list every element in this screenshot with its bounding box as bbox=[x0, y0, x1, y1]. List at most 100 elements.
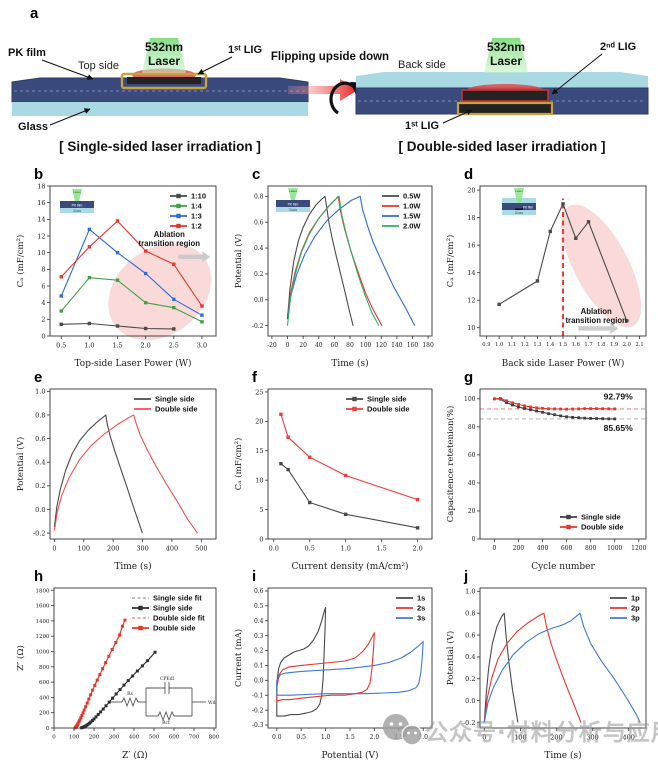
svg-text:0: 0 bbox=[472, 536, 476, 543]
svg-text:1000: 1000 bbox=[36, 649, 50, 655]
svg-text:-0.2: -0.2 bbox=[252, 707, 264, 714]
svg-text:CPEdl: CPEdl bbox=[160, 676, 175, 682]
chart-f-canvas: 0.0 0.5 1.0 1.5 2.0 0 5 10 15 20 25 Current density… bbox=[233, 388, 433, 572]
svg-text:0: 0 bbox=[259, 535, 263, 543]
svg-text:400: 400 bbox=[39, 695, 50, 701]
lig1-outline bbox=[120, 72, 208, 90]
svg-text:1400: 1400 bbox=[36, 619, 50, 625]
svg-text:1200: 1200 bbox=[631, 545, 646, 552]
svg-text:10: 10 bbox=[37, 249, 45, 257]
svg-text:0.0: 0.0 bbox=[272, 734, 282, 741]
svg-text:Rs: Rs bbox=[127, 691, 133, 697]
svg-text:0.4: 0.4 bbox=[254, 618, 264, 625]
svg-text:20: 20 bbox=[468, 508, 476, 515]
svg-text:Potential (V): Potential (V) bbox=[15, 437, 26, 491]
laser-532nm-label: 532nm bbox=[145, 40, 183, 54]
svg-text:1.0: 1.0 bbox=[321, 734, 331, 741]
svg-text:2.0W: 2.0W bbox=[403, 222, 421, 231]
svg-text:18: 18 bbox=[37, 182, 45, 190]
svg-text:1.5: 1.5 bbox=[345, 734, 355, 741]
svg-text:Laser: Laser bbox=[73, 190, 81, 194]
svg-text:0.0: 0.0 bbox=[465, 697, 475, 705]
panel-g: g 0 200 400 600 800 1000 1200 0 20 40 60 80 100 Cycle… bbox=[444, 369, 656, 573]
svg-text:1.0W: 1.0W bbox=[403, 202, 421, 211]
lig2-bar bbox=[461, 89, 549, 102]
svg-text:16: 16 bbox=[37, 199, 45, 207]
panel-e: e 0 100 200 300 400 500 -0.2 0.0 0.2 0.4 0.6 0.8 1.0… bbox=[14, 369, 226, 573]
svg-text:Potential (V): Potential (V) bbox=[233, 234, 244, 288]
svg-text:92.79%: 92.79% bbox=[604, 392, 634, 402]
schematic-canvas: a 532nm Laser PK film Top side 1ˢᵗ LIG G… bbox=[8, 5, 649, 154]
svg-text:300: 300 bbox=[136, 545, 148, 553]
svg-text:14: 14 bbox=[37, 216, 45, 224]
svg-text:1.5: 1.5 bbox=[112, 342, 122, 350]
svg-text:Time (s): Time (s) bbox=[114, 561, 151, 572]
svg-text:Wd: Wd bbox=[208, 700, 216, 706]
svg-text:40: 40 bbox=[315, 342, 323, 349]
svg-text:16: 16 bbox=[467, 242, 475, 250]
svg-text:1.6: 1.6 bbox=[572, 342, 580, 348]
svg-text:-20: -20 bbox=[267, 342, 277, 349]
chart-e-canvas: 0 100 200 300 400 500 -0.2 0.0 0.2 0.4 0.6 0.8 1.0 Ti… bbox=[15, 388, 217, 572]
svg-text:800: 800 bbox=[39, 665, 50, 671]
svg-text:0.8: 0.8 bbox=[35, 411, 45, 419]
svg-text:Time (s): Time (s) bbox=[544, 750, 581, 761]
svg-text:1.2: 1.2 bbox=[521, 342, 529, 348]
svg-text:0.5: 0.5 bbox=[296, 734, 306, 741]
svg-text:1.1: 1.1 bbox=[508, 342, 516, 348]
svg-text:700: 700 bbox=[189, 735, 200, 741]
svg-text:2.5: 2.5 bbox=[394, 734, 404, 741]
caption-single-sided: [ Single-sided laser irradiation ] bbox=[59, 139, 261, 154]
svg-text:0.6: 0.6 bbox=[35, 435, 45, 443]
svg-text:0.2: 0.2 bbox=[254, 271, 264, 278]
svg-text:10: 10 bbox=[255, 477, 263, 485]
svg-text:1.0: 1.0 bbox=[84, 342, 94, 350]
svg-text:0.4: 0.4 bbox=[465, 653, 475, 661]
svg-text:400: 400 bbox=[622, 734, 634, 742]
svg-text:160: 160 bbox=[407, 342, 419, 349]
svg-text:Laser: Laser bbox=[289, 189, 297, 193]
svg-text:0.9: 0.9 bbox=[482, 342, 490, 348]
panel-c: c -20 0 20 40 60 80 100 120 140 160 180 -0.2 0.0 0.2 0… bbox=[232, 166, 442, 370]
chart-j-canvas: 0 100 200 300 400 -0.2 0.0 0.2 0.4 0.6 0.8 1.0 Time … bbox=[445, 587, 647, 761]
svg-text:0.6: 0.6 bbox=[254, 588, 264, 595]
svg-text:Z′ (Ω): Z′ (Ω) bbox=[122, 750, 148, 761]
svg-text:1.5W: 1.5W bbox=[403, 212, 421, 221]
panel-f: f 0.0 0.5 1.0 1.5 2.0 0 5 10 15 20 25 Current densi… bbox=[232, 369, 442, 573]
svg-text:Back side Laser Power (W): Back side Laser Power (W) bbox=[502, 358, 625, 369]
svg-text:0.5: 0.5 bbox=[254, 603, 264, 610]
svg-text:0.4: 0.4 bbox=[254, 245, 264, 252]
svg-text:3.0: 3.0 bbox=[197, 342, 207, 350]
svg-text:60: 60 bbox=[468, 452, 476, 459]
svg-text:PK film: PK film bbox=[523, 205, 533, 209]
panel-letter: j bbox=[464, 568, 469, 585]
svg-text:0.4: 0.4 bbox=[35, 459, 45, 467]
panel-letter-a: a bbox=[30, 5, 39, 22]
svg-text:15: 15 bbox=[255, 447, 263, 455]
panel-letter: i bbox=[252, 568, 257, 585]
svg-text:100: 100 bbox=[464, 396, 476, 403]
chart-b-canvas: 0.5 1.0 1.5 2.0 2.5 3.0 0 2 4 6 8 10 12 14 16 18 Top-sid… bbox=[15, 182, 217, 369]
svg-text:Single side: Single side bbox=[581, 513, 621, 522]
svg-text:2s: 2s bbox=[417, 604, 425, 613]
svg-text:2: 2 bbox=[41, 316, 45, 324]
svg-text:8: 8 bbox=[41, 266, 45, 274]
svg-text:Ablation: Ablation bbox=[581, 307, 612, 316]
chart-d-canvas: 0.9 1.0 1.1 1.2 1.3 1.4 1.5 1.6 1.7 1.8 1.9 2.0 2.1 1… bbox=[445, 185, 647, 369]
panel-letter: h bbox=[34, 568, 44, 585]
svg-text:400: 400 bbox=[166, 545, 178, 553]
svg-text:0: 0 bbox=[52, 735, 56, 741]
svg-text:Double side fit: Double side fit bbox=[153, 614, 205, 623]
svg-text:Single side: Single side bbox=[155, 395, 195, 404]
svg-text:0.0: 0.0 bbox=[254, 678, 264, 685]
svg-text:-0.2: -0.2 bbox=[463, 719, 476, 727]
laser-beam-icon bbox=[142, 38, 186, 73]
svg-text:0.0: 0.0 bbox=[269, 545, 279, 553]
svg-text:Single side fit: Single side fit bbox=[153, 594, 202, 603]
svg-text:Double side: Double side bbox=[153, 624, 196, 633]
svg-text:800: 800 bbox=[585, 545, 597, 552]
svg-text:2.5: 2.5 bbox=[169, 342, 179, 350]
svg-text:100: 100 bbox=[514, 734, 526, 742]
svg-text:12: 12 bbox=[467, 297, 475, 305]
svg-text:-0.2: -0.2 bbox=[252, 323, 264, 330]
